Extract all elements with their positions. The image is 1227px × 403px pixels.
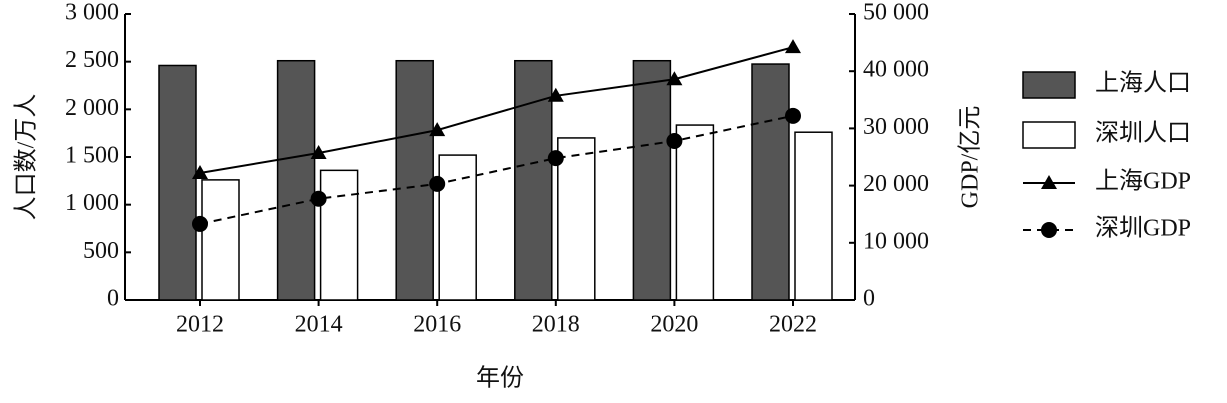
y-tick-label: 1 000 — [65, 190, 119, 216]
line — [199, 46, 794, 175]
x-tick-label: 2020 — [650, 312, 698, 338]
y-tick-label: 2 500 — [65, 47, 119, 73]
line-marker — [310, 144, 327, 159]
legend-label: 深圳人口 — [1095, 120, 1191, 147]
y2-tick-label: 40 000 — [863, 57, 929, 83]
line-marker — [547, 150, 564, 167]
bar — [794, 131, 833, 301]
x-tick-label: 2016 — [413, 312, 461, 338]
y-tick-label: 3 000 — [65, 0, 119, 26]
bar — [751, 63, 790, 301]
y-tick-label: 0 — [107, 286, 119, 312]
y-tick-label: 500 — [83, 238, 119, 264]
legend-label: 深圳GDP — [1095, 215, 1191, 242]
x-tick-label: 2022 — [769, 312, 817, 338]
legend-label: 上海人口 — [1095, 70, 1191, 97]
y2-tick-label: 30 000 — [863, 114, 929, 140]
line-marker — [785, 107, 801, 124]
y2-axis-title: GDP/亿元 — [957, 106, 984, 209]
bar — [514, 59, 553, 301]
bar — [276, 59, 316, 301]
y-tick-label: 1 500 — [65, 143, 119, 169]
line-marker — [547, 87, 564, 102]
y-axis-title: 人口数/万人 — [13, 94, 40, 221]
line-marker — [666, 71, 683, 86]
legend-label: 上海GDP — [1095, 168, 1191, 195]
line-marker — [666, 132, 683, 149]
line-marker — [310, 190, 327, 207]
x-axis-title: 年份 — [476, 365, 524, 392]
x-tick-label: 2014 — [295, 312, 343, 338]
line-marker — [785, 39, 801, 54]
bar — [201, 179, 240, 301]
x-tick-label: 2012 — [176, 312, 224, 338]
y2-tick-label: 0 — [863, 286, 875, 312]
line-marker — [192, 215, 208, 232]
bar — [675, 124, 715, 301]
bar — [395, 59, 434, 301]
bar — [438, 154, 477, 301]
line — [199, 114, 794, 225]
legend-marker — [1041, 222, 1057, 238]
legend-swatch — [1022, 121, 1076, 149]
bar — [319, 169, 359, 301]
line-marker — [429, 122, 446, 137]
legend-swatch — [1022, 71, 1076, 99]
line-marker — [429, 175, 446, 192]
line-marker — [192, 165, 208, 180]
y2-tick-label: 20 000 — [863, 171, 929, 197]
legend-marker — [1041, 175, 1057, 189]
y2-tick-label: 10 000 — [863, 228, 929, 254]
y-tick-label: 2 000 — [65, 95, 119, 121]
bar — [158, 64, 197, 301]
x-tick-label: 2018 — [532, 312, 580, 338]
bar — [632, 59, 672, 301]
bar — [557, 137, 596, 301]
y2-tick-label: 50 000 — [863, 0, 929, 26]
